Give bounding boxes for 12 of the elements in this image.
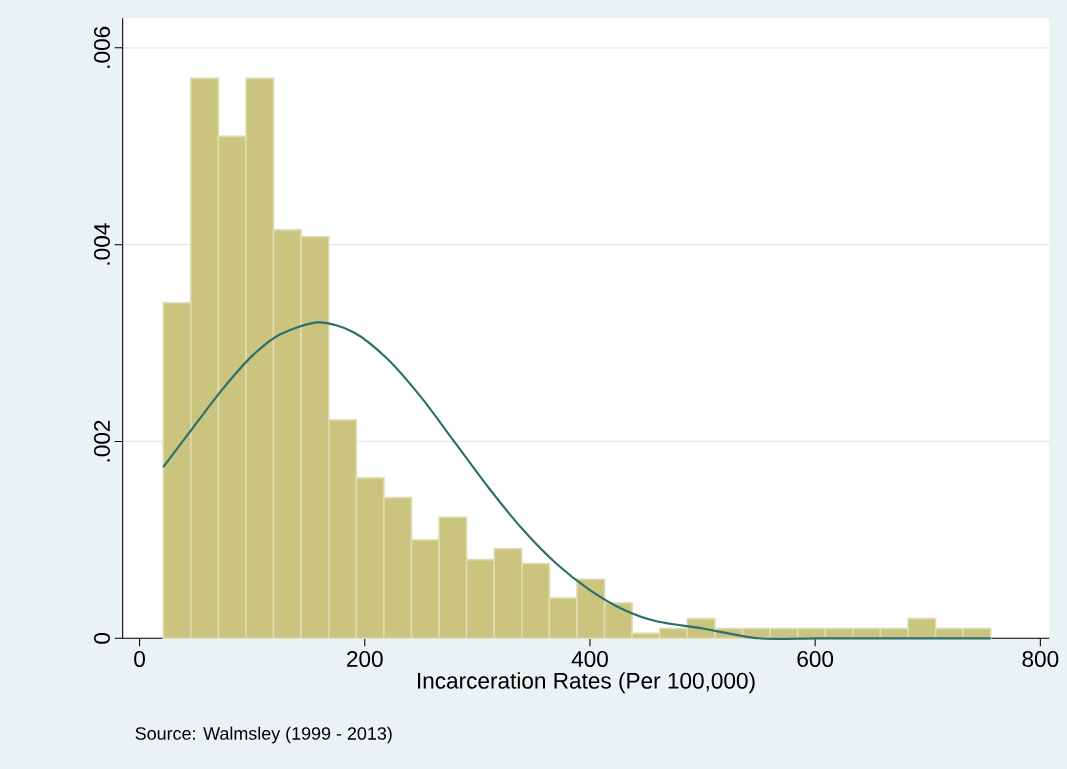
x-tick-label: 600 (797, 651, 834, 668)
x-axis-title: Incarceration Rates (Per 100,000) (418, 672, 755, 694)
x-tick-label: 200 (347, 651, 383, 668)
y-tick-label: .006 (93, 26, 110, 68)
line-series (162, 321, 992, 640)
y-tick-label: .002 (93, 420, 110, 462)
x-tick-label: 400 (571, 651, 608, 668)
x-tick-label: 0 (134, 651, 145, 668)
source-note: Source: Walmsley (1999 - 2013) (135, 726, 392, 744)
x-tick-label: 800 (1022, 651, 1059, 668)
y-tick-label: .004 (93, 223, 110, 265)
y-tick-label: 0 (93, 632, 110, 644)
